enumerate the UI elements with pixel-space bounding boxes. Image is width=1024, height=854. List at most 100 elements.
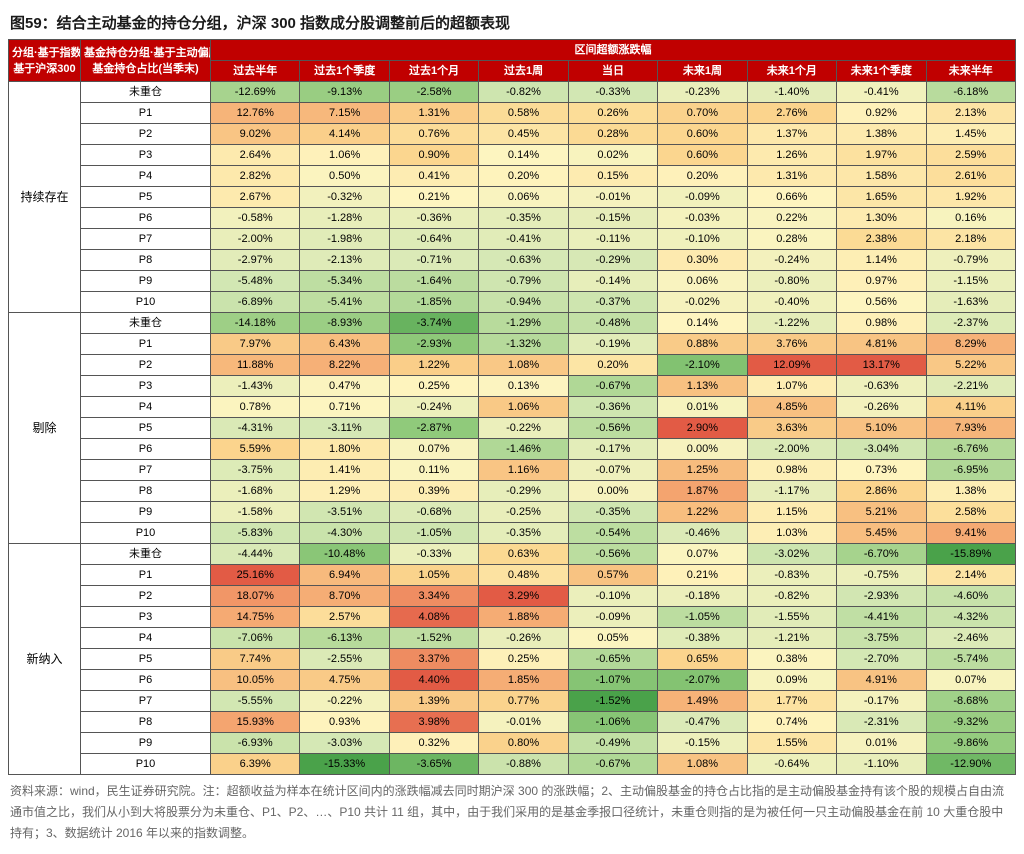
value-cell: 0.77% <box>479 691 568 712</box>
value-cell: -0.41% <box>479 229 568 250</box>
value-cell: -0.75% <box>837 565 926 586</box>
value-cell: 1.26% <box>747 145 836 166</box>
value-cell: 1.77% <box>747 691 836 712</box>
portfolio-cell: P7 <box>81 460 211 481</box>
value-cell: 0.38% <box>747 649 836 670</box>
value-cell: 0.00% <box>568 481 657 502</box>
value-cell: -0.02% <box>658 292 747 313</box>
value-cell: -1.29% <box>479 313 568 334</box>
value-cell: 0.41% <box>389 166 478 187</box>
value-cell: 1.31% <box>747 166 836 187</box>
value-cell: 1.08% <box>658 754 747 775</box>
value-cell: 1.87% <box>658 481 747 502</box>
value-cell: 0.14% <box>479 145 568 166</box>
value-cell: -12.90% <box>926 754 1016 775</box>
value-cell: 0.57% <box>568 565 657 586</box>
portfolio-cell: P10 <box>81 292 211 313</box>
value-cell: -1.07% <box>568 670 657 691</box>
table-row: 持续存在未重仓-12.69%-9.13%-2.58%-0.82%-0.33%-0… <box>9 82 1016 103</box>
value-cell: 1.22% <box>389 355 478 376</box>
portfolio-cell: P3 <box>81 607 211 628</box>
value-cell: 0.14% <box>658 313 747 334</box>
value-cell: 1.41% <box>300 460 389 481</box>
value-cell: -1.17% <box>747 481 836 502</box>
value-cell: -0.80% <box>747 271 836 292</box>
hdr-period-3: 过去1周 <box>479 61 568 82</box>
value-cell: 0.07% <box>389 439 478 460</box>
value-cell: -8.68% <box>926 691 1016 712</box>
portfolio-cell: P1 <box>81 103 211 124</box>
value-cell: -0.48% <box>568 313 657 334</box>
group-cell: 剔除 <box>9 313 81 544</box>
value-cell: -1.32% <box>479 334 568 355</box>
portfolio-cell: P8 <box>81 712 211 733</box>
portfolio-cell: P5 <box>81 418 211 439</box>
value-cell: 2.14% <box>926 565 1016 586</box>
value-cell: 1.88% <box>479 607 568 628</box>
value-cell: 0.70% <box>658 103 747 124</box>
table-row: P65.59%1.80%0.07%-1.46%-0.17%0.00%-2.00%… <box>9 439 1016 460</box>
value-cell: -0.83% <box>747 565 836 586</box>
value-cell: -1.40% <box>747 82 836 103</box>
value-cell: 0.05% <box>568 628 657 649</box>
value-cell: -2.37% <box>926 313 1016 334</box>
value-cell: -9.86% <box>926 733 1016 754</box>
hdr-period-6: 未来1个月 <box>747 61 836 82</box>
value-cell: 14.75% <box>211 607 300 628</box>
table-row: P314.75%2.57%4.08%1.88%-0.09%-1.05%-1.55… <box>9 607 1016 628</box>
value-cell: 0.07% <box>658 544 747 565</box>
value-cell: 0.01% <box>658 397 747 418</box>
value-cell: 1.38% <box>837 124 926 145</box>
value-cell: 15.93% <box>211 712 300 733</box>
value-cell: -1.68% <box>211 481 300 502</box>
table-row: P7-2.00%-1.98%-0.64%-0.41%-0.11%-0.10%0.… <box>9 229 1016 250</box>
value-cell: 0.13% <box>479 376 568 397</box>
value-cell: 3.34% <box>389 586 478 607</box>
value-cell: -0.26% <box>837 397 926 418</box>
value-cell: 4.08% <box>389 607 478 628</box>
value-cell: -1.55% <box>747 607 836 628</box>
value-cell: -0.15% <box>568 208 657 229</box>
value-cell: 4.75% <box>300 670 389 691</box>
value-cell: -6.76% <box>926 439 1016 460</box>
value-cell: -3.11% <box>300 418 389 439</box>
value-cell: -0.01% <box>479 712 568 733</box>
value-cell: -0.23% <box>658 82 747 103</box>
value-cell: 9.41% <box>926 523 1016 544</box>
value-cell: 3.63% <box>747 418 836 439</box>
table-row: P106.39%-15.33%-3.65%-0.88%-0.67%1.08%-0… <box>9 754 1016 775</box>
value-cell: 4.81% <box>837 334 926 355</box>
value-cell: -0.14% <box>568 271 657 292</box>
value-cell: -0.32% <box>300 187 389 208</box>
value-cell: -2.70% <box>837 649 926 670</box>
table-row: P42.82%0.50%0.41%0.20%0.15%0.20%1.31%1.5… <box>9 166 1016 187</box>
value-cell: -3.51% <box>300 502 389 523</box>
value-cell: 0.66% <box>747 187 836 208</box>
value-cell: 2.64% <box>211 145 300 166</box>
value-cell: 0.74% <box>747 712 836 733</box>
portfolio-cell: P9 <box>81 502 211 523</box>
hdr-period-7: 未来1个季度 <box>837 61 926 82</box>
value-cell: 8.70% <box>300 586 389 607</box>
table-row: P9-1.58%-3.51%-0.68%-0.25%-0.35%1.22%1.1… <box>9 502 1016 523</box>
value-cell: -1.28% <box>300 208 389 229</box>
table-row: P29.02%4.14%0.76%0.45%0.28%0.60%1.37%1.3… <box>9 124 1016 145</box>
portfolio-cell: P6 <box>81 670 211 691</box>
value-cell: 8.29% <box>926 334 1016 355</box>
value-cell: -0.09% <box>658 187 747 208</box>
table-row: 剔除未重仓-14.18%-8.93%-3.74%-1.29%-0.48%0.14… <box>9 313 1016 334</box>
value-cell: 1.25% <box>658 460 747 481</box>
value-cell: 1.38% <box>926 481 1016 502</box>
value-cell: -0.88% <box>479 754 568 775</box>
value-cell: 0.28% <box>747 229 836 250</box>
portfolio-cell: P2 <box>81 355 211 376</box>
value-cell: -8.93% <box>300 313 389 334</box>
table-row: P9-6.93%-3.03%0.32%0.80%-0.49%-0.15%1.55… <box>9 733 1016 754</box>
portfolio-cell: P3 <box>81 376 211 397</box>
value-cell: 0.30% <box>658 250 747 271</box>
table-row: P8-2.97%-2.13%-0.71%-0.63%-0.29%0.30%-0.… <box>9 250 1016 271</box>
value-cell: -0.07% <box>568 460 657 481</box>
hdr-group: 分组·基于指数调整: 基于沪深300 <box>9 40 81 82</box>
value-cell: 7.97% <box>211 334 300 355</box>
value-cell: -4.44% <box>211 544 300 565</box>
